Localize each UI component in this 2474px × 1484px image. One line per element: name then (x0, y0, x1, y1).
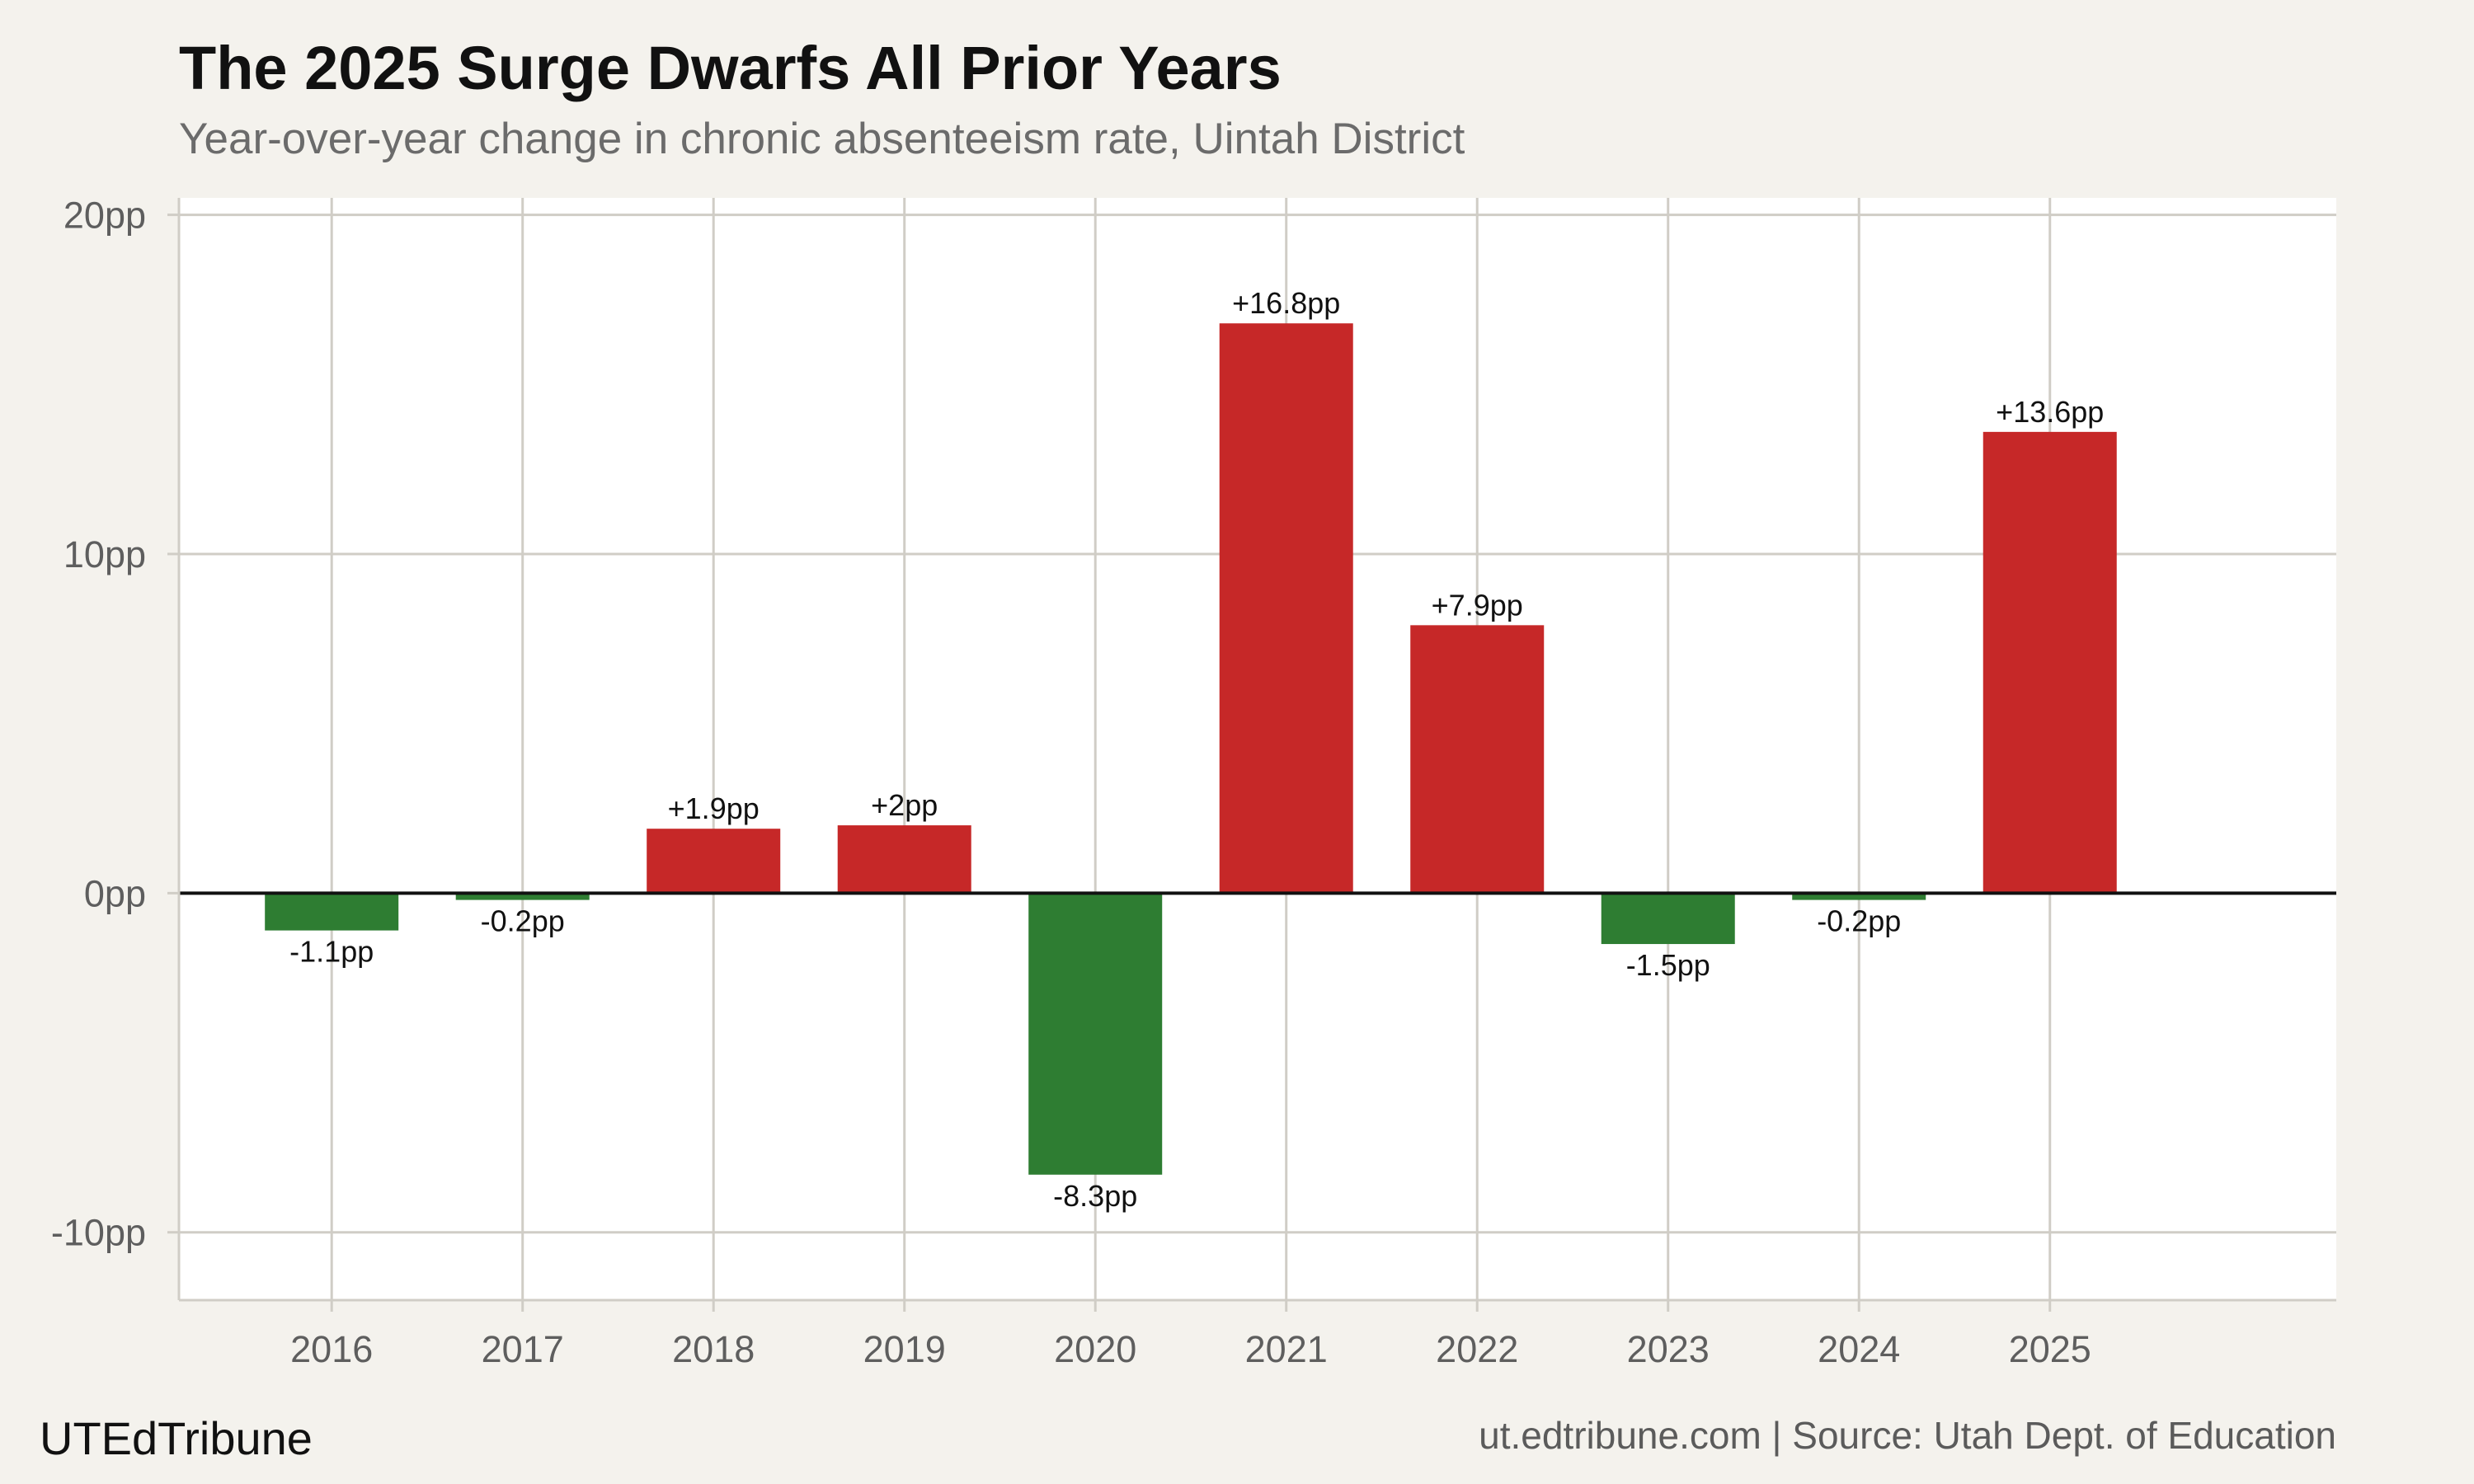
source-credit: ut.edtribune.com | Source: Utah Dept. of… (1479, 1414, 2336, 1457)
bar-2018 (647, 829, 781, 894)
data-label-2018: +1.9pp (668, 791, 760, 825)
bar-2024 (1792, 893, 1926, 900)
x-tick-label: 2017 (482, 1328, 564, 1370)
data-label-2017: -0.2pp (481, 904, 565, 938)
y-tick-label: -10pp (51, 1212, 146, 1254)
x-tick-label: 2022 (1436, 1328, 1518, 1370)
data-label-2022: +7.9pp (1432, 588, 1523, 622)
bar-2022 (1410, 625, 1545, 894)
chart-subtitle: Year-over-year change in chronic absente… (179, 115, 1465, 163)
bars (265, 323, 2117, 1175)
bar-2019 (837, 825, 971, 894)
data-label-2021: +16.8pp (1232, 286, 1340, 320)
y-tick-label: 10pp (63, 533, 146, 575)
x-tick-label: 2023 (1627, 1328, 1710, 1370)
x-tick-label: 2024 (1818, 1328, 1900, 1370)
x-tick-label: 2020 (1054, 1328, 1136, 1370)
data-label-2019: +2pp (871, 788, 938, 822)
data-label-2023: -1.5pp (1626, 948, 1710, 982)
bar-2020 (1028, 893, 1163, 1175)
data-label-2020: -8.3pp (1053, 1179, 1137, 1213)
x-tick-label: 2021 (1245, 1328, 1328, 1370)
data-label-2024: -0.2pp (1817, 904, 1901, 938)
bar-2016 (265, 893, 399, 931)
y-tick-label: 0pp (84, 872, 146, 914)
x-tick-label: 2016 (290, 1328, 373, 1370)
bar-2017 (455, 893, 590, 900)
data-labels: -1.1pp -0.2pp +1.9pp +2pp -8.3pp +16.8pp +7.9p… (289, 286, 2104, 1213)
bar-2025 (1982, 431, 2117, 894)
x-tick-label: 2019 (863, 1328, 946, 1370)
bar-2021 (1219, 323, 1353, 894)
x-tick-label: 2025 (2009, 1328, 2091, 1370)
y-tick-label: 20pp (63, 195, 146, 237)
data-label-2016: -1.1pp (289, 935, 374, 969)
chart-title: The 2025 Surge Dwarfs All Prior Years (179, 34, 1282, 102)
bar-2023 (1601, 893, 1735, 945)
axes: -10pp 0pp 10pp 20pp 2016 2017 2018 2019 2020 2021… (51, 195, 2336, 1370)
brand-logo-text: UTEdTribune (40, 1412, 313, 1464)
x-tick-label: 2018 (672, 1328, 755, 1370)
data-label-2025: +13.6pp (1996, 395, 2104, 429)
